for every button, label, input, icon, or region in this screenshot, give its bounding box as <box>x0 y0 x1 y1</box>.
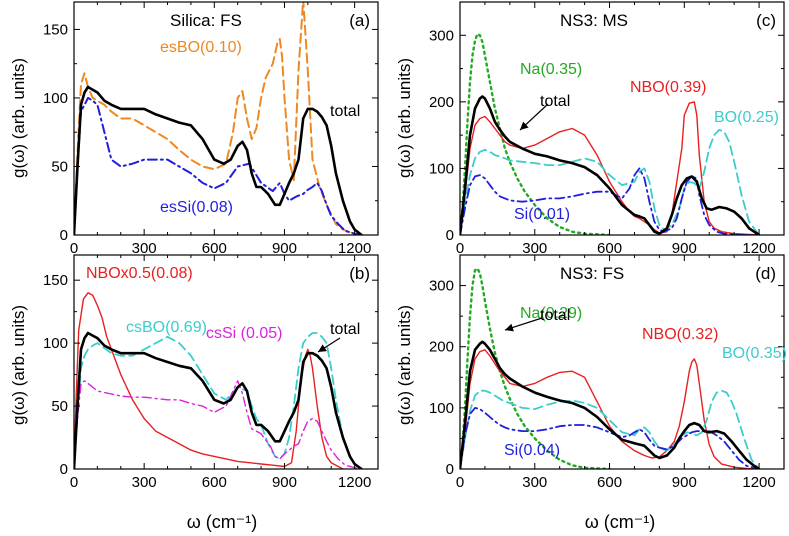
y-tick-label-a: 150 <box>43 21 68 38</box>
x-tick-label-b: 300 <box>132 474 157 491</box>
total-arrowhead-d <box>505 323 514 332</box>
annotation-c-na-0-35-: Na(0.35) <box>520 61 582 78</box>
y-tick-label-b: 0 <box>60 461 68 478</box>
plot-frame-b <box>73 254 379 470</box>
y-tick-label-a: 0 <box>60 227 68 244</box>
annotation-d-total: total <box>540 307 570 324</box>
series-line-c-si-0-01- <box>460 167 760 235</box>
panel-a: 0 300 600 900 1200 0 50 100 150 Silica: FS (a) esBO… <box>43 1 379 257</box>
panel-title-c: NS3: MS <box>560 11 628 30</box>
annotation-d-nbo-0-32-: NBO(0.32) <box>642 326 718 343</box>
y-tick-label-c: 100 <box>429 160 454 177</box>
annotation-d-bo-0-35-: BO(0.35) <box>722 345 787 362</box>
x-tick-label-d: 900 <box>672 474 697 491</box>
annotation-b-total: total <box>330 321 360 338</box>
annotation-d-na-0-29-: Na(0.29) <box>520 305 582 322</box>
series-line-b-nbox0-5-0-08- <box>74 292 344 469</box>
x-tick-label-a: 1200 <box>338 240 371 257</box>
total-arrowhead-b <box>318 344 327 352</box>
x-tick-label-d: 300 <box>522 474 547 491</box>
series-line-b-csbo-0-69- <box>74 332 363 469</box>
panel-label-d: (d) <box>755 264 776 283</box>
series-line-c-bo-0-25- <box>460 128 760 235</box>
xlabel-left: ω (cm⁻¹) <box>187 512 258 532</box>
series-line-d-na-0-29- <box>460 267 611 469</box>
x-tick-label-d: 600 <box>597 474 622 491</box>
panel-d: 0 300 600 900 1200 0 100 200 300 NS3: FS (d) Na(0.2… <box>429 254 787 491</box>
annotation-b-nbox0-5-0-08-: NBOx0.5(0.08) <box>86 265 193 282</box>
series-line-b-total <box>74 331 363 469</box>
annotation-d-si-0-04-: Si(0.04) <box>504 442 560 459</box>
panel-title-a: Silica: FS <box>170 11 242 30</box>
annotation-c-total: total <box>540 93 570 110</box>
x-tick-label-d: 0 <box>456 474 464 491</box>
y-tick-label-a: 50 <box>51 158 68 175</box>
annotation-a-esbo-0-10-: esBO(0.10) <box>160 39 242 56</box>
ylabel-left: g(ω) (arb. units) <box>9 58 28 178</box>
plot-frame-a <box>73 1 379 236</box>
x-tick-label-a: 600 <box>202 240 227 257</box>
series-line-d-bo-0-35- <box>460 389 760 469</box>
plot-frame-c <box>459 1 785 236</box>
y-tick-label-d: 200 <box>429 339 454 356</box>
annotation-b-cssi-0-05-: csSi (0.05) <box>206 325 282 342</box>
y-tick-label-c: 200 <box>429 94 454 111</box>
series-line-a-esbo-0-10- <box>74 2 363 235</box>
panel-label-b: (b) <box>349 264 370 283</box>
panel-label-a: (a) <box>349 11 370 30</box>
x-tick-label-b: 900 <box>272 474 297 491</box>
panel-label-c: (c) <box>756 11 776 30</box>
y-tick-label-c: 0 <box>446 227 454 244</box>
total-arrowhead-c <box>520 121 529 130</box>
annotation-c-bo-0-25-: BO(0.25) <box>714 109 779 126</box>
panel-title-d: NS3: FS <box>560 264 624 283</box>
x-tick-label-b: 600 <box>202 474 227 491</box>
x-tick-label-d: 1200 <box>742 474 775 491</box>
y-tick-label-b: 50 <box>51 398 68 415</box>
x-tick-label-b: 0 <box>70 474 78 491</box>
x-tick-label-a: 0 <box>70 240 78 257</box>
y-tick-label-d: 100 <box>429 400 454 417</box>
xlabel-right: ω (cm⁻¹) <box>585 512 656 532</box>
series-line-d-si-0-04- <box>460 406 760 469</box>
annotation-a-essi-0-08-: esSi(0.08) <box>160 199 233 216</box>
x-tick-label-a: 300 <box>132 240 157 257</box>
x-tick-label-b: 1200 <box>338 474 371 491</box>
x-tick-label-c: 600 <box>597 240 622 257</box>
series-line-b-cssi-0-05- <box>74 380 363 469</box>
y-tick-label-c: 300 <box>429 27 454 44</box>
ylabel-left-bottom: g(ω) (arb. units) <box>9 305 28 425</box>
annotation-c-nbo-0-39-: NBO(0.39) <box>630 79 706 96</box>
ylabel-right-bottom: g(ω) (arb. units) <box>395 305 414 425</box>
x-tick-label-a: 900 <box>272 240 297 257</box>
y-tick-label-d: 300 <box>429 278 454 295</box>
x-tick-label-c: 300 <box>522 240 547 257</box>
y-tick-label-a: 100 <box>43 90 68 107</box>
plot-frame-d <box>459 254 785 470</box>
panel-b: 0 300 600 900 1200 0 50 100 150 (b) NBOx0.5(0.08) c… <box>43 254 379 491</box>
annotation-a-total: total <box>330 103 360 120</box>
ylabel-right: g(ω) (arb. units) <box>395 58 414 178</box>
x-tick-label-c: 1200 <box>742 240 775 257</box>
series-line-c-total <box>460 95 761 235</box>
series-line-a-essi-0-08- <box>74 96 363 235</box>
series-line-d-total <box>460 340 761 469</box>
panel-c: 0 300 600 900 1200 0 100 200 300 NS3: MS (c) Na(0.3… <box>429 1 785 257</box>
y-tick-label-d: 0 <box>446 461 454 478</box>
annotation-c-si-0-01-: Si(0.01) <box>514 206 570 223</box>
x-tick-label-c: 0 <box>456 240 464 257</box>
series-line-a-total <box>74 85 363 235</box>
x-tick-label-c: 900 <box>672 240 697 257</box>
series-line-d-nbo-0-32- <box>460 349 760 469</box>
y-tick-label-b: 150 <box>43 272 68 289</box>
y-tick-label-b: 100 <box>43 335 68 352</box>
annotation-b-csbo-0-69-: csBO(0.69) <box>126 319 207 336</box>
series-line-c-nbo-0-39- <box>460 101 760 235</box>
